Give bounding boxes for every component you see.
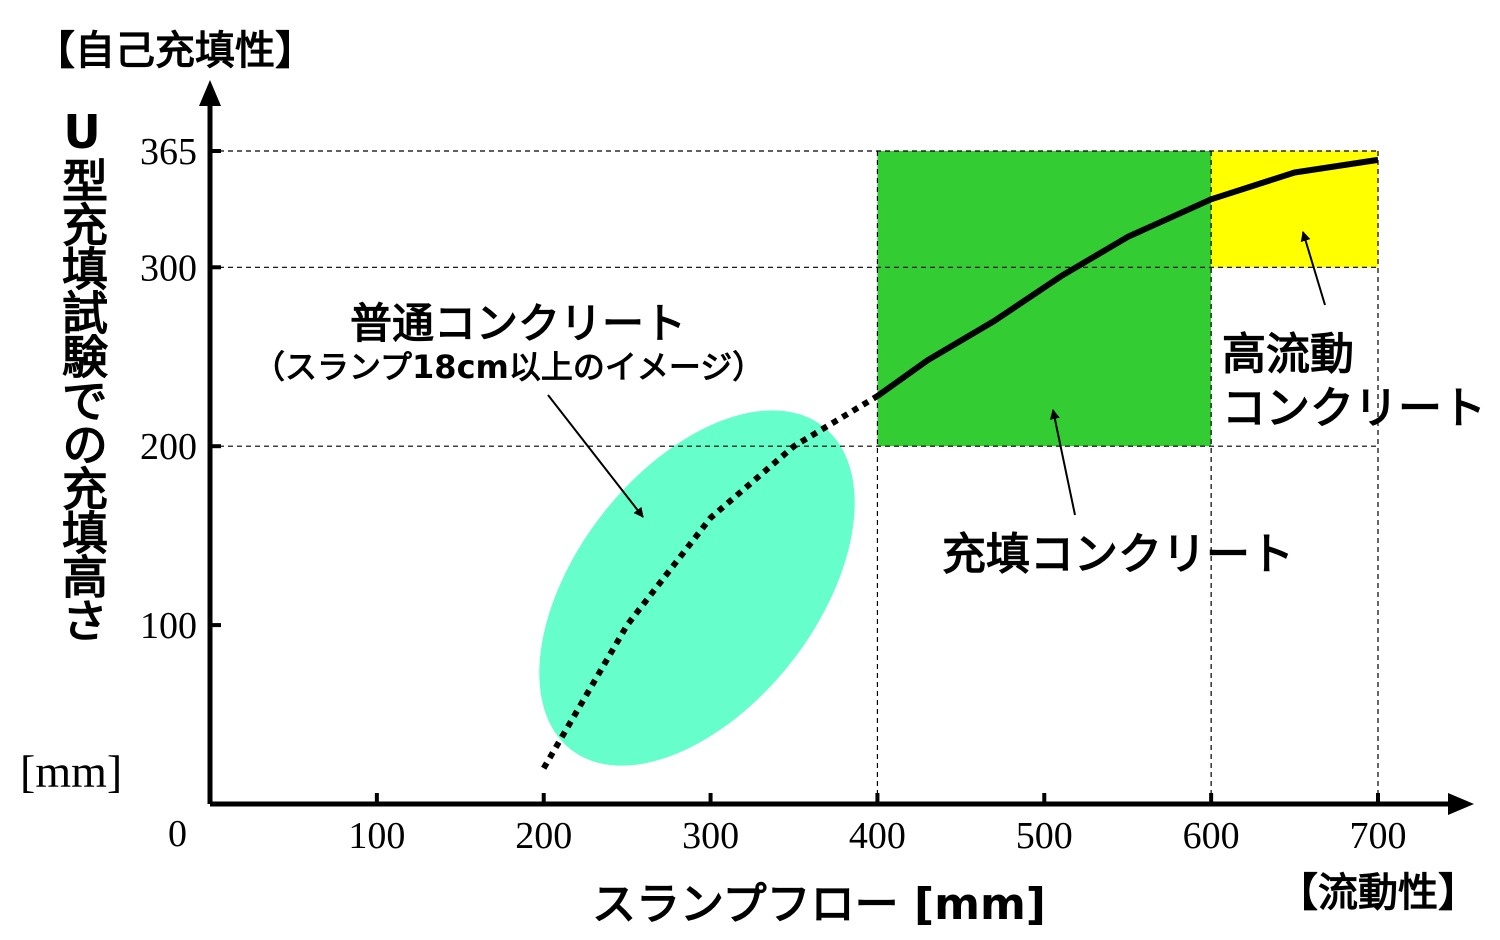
- filling-concrete-region: [877, 151, 1212, 447]
- y-axis-arrow: [199, 80, 221, 106]
- normal-concrete-region: [539, 410, 855, 766]
- annotation-normal-concrete-note: （スランプ18cm以上のイメージ）: [253, 348, 765, 386]
- x-axis-title: スランプフロー [mm]: [592, 879, 1046, 930]
- x-tick-label-300: 300: [682, 815, 739, 857]
- annotation-high-fluidity: 高流動: [1222, 329, 1354, 380]
- y-bracket-label: 【自己充填性】: [35, 28, 315, 74]
- y-axis-unit: [mm]: [20, 746, 123, 797]
- x-tick-label-500: 500: [1016, 815, 1073, 857]
- annotation-high-fluidity-concrete: コンクリート: [1222, 383, 1486, 434]
- filling-concrete-trend-line: [875, 156, 1379, 399]
- normal-concrete-trend-line: [541, 393, 879, 770]
- x-origin-label: 0: [168, 813, 187, 855]
- x-tick-label-700: 700: [1350, 815, 1407, 857]
- x-tick-label-200: 200: [515, 815, 572, 857]
- y-axis-title: U型充填試験での充填高さ: [55, 105, 109, 641]
- high-fluidity-region: [1211, 151, 1378, 268]
- x-axis-arrow: [1448, 793, 1474, 815]
- annotation-filling-concrete: 充填コンクリート: [942, 529, 1294, 580]
- y-tick-label-200: 200: [140, 426, 197, 468]
- arrow-normal-concrete: [547, 394, 644, 518]
- annotation-normal-concrete: 普通コンクリート: [350, 299, 687, 348]
- y-tick-label-100: 100: [140, 605, 197, 647]
- y-tick-label-365: 365: [140, 131, 197, 173]
- arrow-high-fluidity: [1300, 231, 1326, 306]
- x-tick-label-400: 400: [849, 815, 906, 857]
- arrow-filling-concrete: [1049, 409, 1076, 516]
- x-tick-label-100: 100: [348, 815, 405, 857]
- y-tick-label-300: 300: [140, 247, 197, 289]
- x-bracket-label: 【流動性】: [1278, 870, 1478, 916]
- x-tick-label-600: 600: [1183, 815, 1240, 857]
